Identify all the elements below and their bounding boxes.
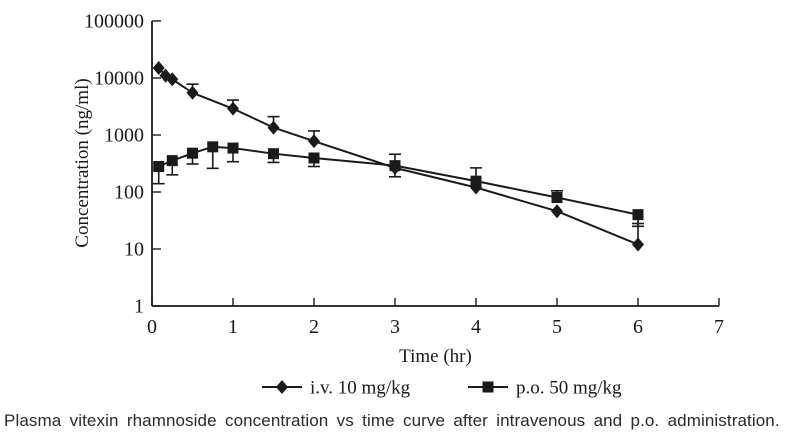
square-marker [187, 147, 198, 159]
y-axis-title: Concentration (ng/ml) [72, 78, 93, 247]
po-series-line [158, 145, 639, 216]
diamond-marker [308, 134, 320, 149]
diamond-marker [152, 60, 165, 75]
diamond-marker [186, 85, 199, 100]
square-marker [166, 155, 178, 167]
x-tick-label: 4 [471, 316, 481, 338]
square-marker [153, 161, 165, 173]
x-tick-label: 0 [147, 316, 157, 338]
legend-item: p.o. 50 mg/kg [468, 378, 622, 399]
square-marker [268, 148, 279, 160]
square-marker [470, 175, 482, 187]
diamond-marker [227, 101, 239, 116]
y-tick-label: 100000 [84, 11, 144, 33]
y-tick-label: 1 [134, 296, 144, 318]
y-tick-label: 10 [124, 239, 144, 261]
y-tick-label: 100 [114, 182, 144, 204]
y-tick-label: 10000 [94, 68, 144, 90]
square-marker [389, 160, 401, 172]
square-marker [551, 192, 563, 204]
square-marker [207, 141, 219, 153]
iv-series [152, 60, 644, 252]
x-tick-label: 6 [633, 316, 643, 338]
x-tick-label: 5 [552, 316, 562, 338]
iv-series-line [157, 67, 639, 246]
x-tick-label: 1 [228, 316, 238, 338]
x-axis-title: Time (hr) [399, 346, 472, 367]
legend-square-icon [482, 381, 494, 393]
figure-caption: Plasma vitexin rhamnoside concentration … [4, 411, 780, 430]
legend-item: i.v. 10 mg/kg [262, 378, 411, 399]
diamond-marker [166, 72, 179, 87]
po-series [152, 141, 644, 228]
diamond-marker [632, 237, 644, 252]
x-tick-label: 3 [390, 316, 400, 338]
legend-label: i.v. 10 mg/kg [310, 378, 411, 399]
square-marker [308, 152, 320, 164]
y-tick-label: 1000 [104, 125, 144, 147]
x-tick-label: 2 [309, 316, 319, 338]
diamond-marker [267, 120, 280, 135]
square-marker [227, 142, 239, 154]
legend-label: p.o. 50 mg/kg [516, 378, 622, 399]
x-tick-label: 7 [714, 316, 724, 338]
diamond-marker [551, 204, 563, 219]
legend-diamond-icon [276, 380, 288, 394]
square-marker [632, 209, 644, 221]
